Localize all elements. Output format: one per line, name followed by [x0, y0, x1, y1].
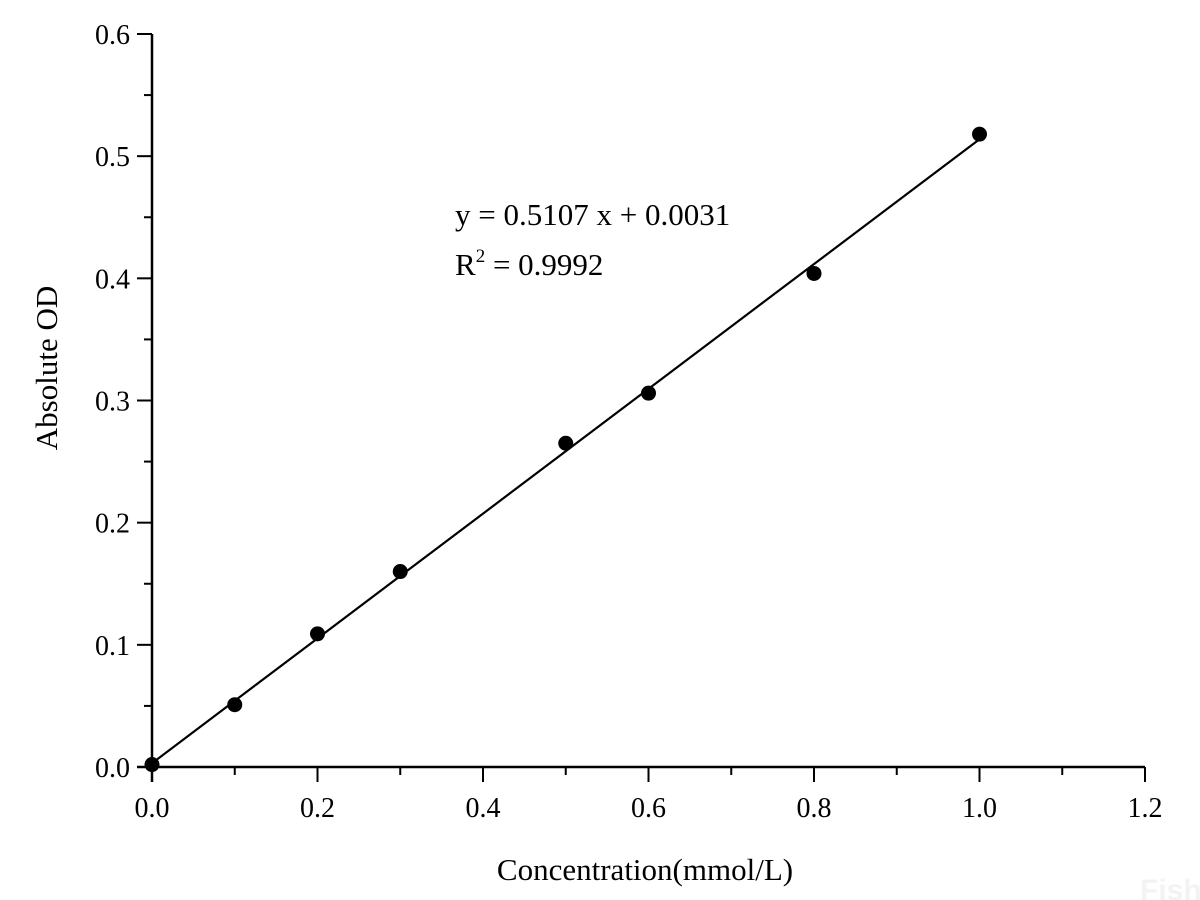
x-tick-label: 0.6 — [631, 793, 666, 824]
x-tick-label: 0.4 — [466, 793, 501, 824]
y-tick-label: 0.6 — [95, 20, 130, 51]
y-tick-label: 0.4 — [95, 264, 130, 295]
data-point — [227, 697, 243, 713]
data-point — [310, 626, 325, 642]
y-tick-label: 0.2 — [95, 509, 130, 540]
r2-superscript: 2 — [476, 246, 486, 267]
x-tick-label: 0.0 — [135, 793, 170, 824]
x-axis-label: Concentration(mmol/L) — [497, 852, 793, 887]
y-tick-label: 0.5 — [95, 142, 130, 173]
x-tick-label: 0.8 — [797, 793, 832, 824]
data-point — [144, 757, 160, 773]
data-point — [806, 265, 822, 281]
data-points — [144, 126, 987, 773]
fit-line — [151, 138, 981, 765]
x-tick-label: 0.2 — [300, 793, 335, 824]
equation-label: y = 0.5107 x + 0.0031 — [455, 197, 730, 232]
y-tick-label: 0.3 — [95, 387, 130, 418]
x-tick-label: 1.2 — [1128, 793, 1163, 824]
data-point — [641, 385, 656, 401]
axes — [137, 34, 1145, 782]
ticks: 0.0 0.2 0.4 0.6 0.8 1.0 1.2 0.0 0.1 0.2 0.3 0.4 0.5 0… — [95, 20, 1163, 824]
data-point — [392, 564, 408, 580]
y-axis-label: Absolute OD — [29, 286, 64, 450]
data-point — [972, 126, 987, 142]
data-point — [558, 435, 574, 451]
x-tick-label: 1.0 — [962, 793, 997, 824]
r2-value: = 0.9992 — [485, 247, 603, 282]
watermark: Fish — [1140, 874, 1200, 900]
y-tick-label: 0.0 — [95, 753, 130, 784]
r2-prefix: R — [455, 247, 476, 282]
y-tick-label: 0.1 — [95, 631, 130, 662]
r2-label: R2 = 0.9992 — [455, 246, 603, 282]
